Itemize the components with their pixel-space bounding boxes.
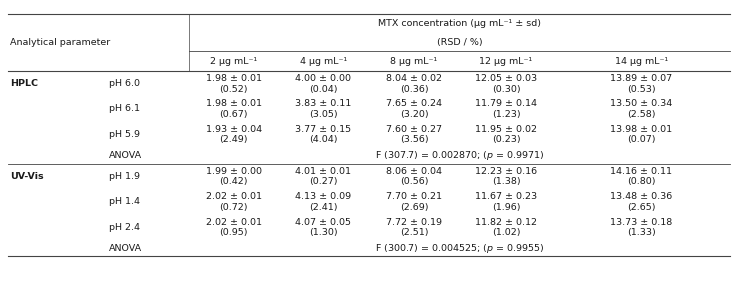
Text: 13.98 ± 0.01: 13.98 ± 0.01 [610,125,672,134]
Text: pH 6.0: pH 6.0 [109,79,140,88]
Text: 13.89 ± 0.07: 13.89 ± 0.07 [610,74,672,83]
Text: HPLC: HPLC [10,79,38,88]
Text: 13.48 ± 0.36: 13.48 ± 0.36 [610,192,672,201]
Text: 7.70 ± 0.21: 7.70 ± 0.21 [386,192,442,201]
Text: (0.30): (0.30) [492,85,520,94]
Text: (2.51): (2.51) [399,228,428,237]
Text: (0.52): (0.52) [220,85,248,94]
Text: 3.77 ± 0.15: 3.77 ± 0.15 [296,125,352,134]
Text: 8.04 ± 0.02: 8.04 ± 0.02 [386,74,442,83]
Text: 3.83 ± 0.11: 3.83 ± 0.11 [296,99,352,108]
Text: 2 μg mL⁻¹: 2 μg mL⁻¹ [210,57,257,66]
Text: 14 μg mL⁻¹: 14 μg mL⁻¹ [615,57,668,66]
Text: (2.41): (2.41) [309,203,338,212]
Text: (0.42): (0.42) [220,178,248,186]
Text: (2.49): (2.49) [220,136,248,144]
Text: 8.06 ± 0.04: 8.06 ± 0.04 [386,167,442,176]
Text: pH 2.4: pH 2.4 [109,223,140,232]
Text: 12 μg mL⁻¹: 12 μg mL⁻¹ [480,57,533,66]
Text: pH 1.9: pH 1.9 [109,172,140,181]
Text: 11.82 ± 0.12: 11.82 ± 0.12 [475,218,537,226]
Text: (3.56): (3.56) [399,136,428,144]
Text: UV-Vis: UV-Vis [10,172,44,181]
Text: (0.36): (0.36) [399,85,428,94]
Text: (3.20): (3.20) [399,110,428,119]
Text: (0.72): (0.72) [220,203,248,212]
Text: (3.05): (3.05) [309,110,338,119]
Text: 8 μg mL⁻¹: 8 μg mL⁻¹ [391,57,438,66]
Text: pH 6.1: pH 6.1 [109,104,140,113]
Text: 12.05 ± 0.03: 12.05 ± 0.03 [475,74,537,83]
Text: 1.93 ± 0.04: 1.93 ± 0.04 [206,125,262,134]
Text: 14.16 ± 0.11: 14.16 ± 0.11 [610,167,672,176]
Text: 13.50 ± 0.34: 13.50 ± 0.34 [610,99,672,108]
Text: 7.72 ± 0.19: 7.72 ± 0.19 [386,218,442,226]
Text: 1.98 ± 0.01: 1.98 ± 0.01 [206,74,262,83]
Text: pH 5.9: pH 5.9 [109,130,140,139]
Text: 7.60 ± 0.27: 7.60 ± 0.27 [386,125,442,134]
Text: pH 1.4: pH 1.4 [109,197,140,206]
Text: (2.58): (2.58) [627,110,655,119]
Text: (1.38): (1.38) [492,178,520,186]
Text: 12.23 ± 0.16: 12.23 ± 0.16 [475,167,537,176]
Text: 4.01 ± 0.01: 4.01 ± 0.01 [296,167,352,176]
Text: 7.65 ± 0.24: 7.65 ± 0.24 [386,99,442,108]
Text: 4 μg mL⁻¹: 4 μg mL⁻¹ [300,57,347,66]
Text: (0.27): (0.27) [309,178,338,186]
Text: (0.53): (0.53) [627,85,655,94]
Text: 2.02 ± 0.01: 2.02 ± 0.01 [206,192,262,201]
Text: 1.98 ± 0.01: 1.98 ± 0.01 [206,99,262,108]
Text: (0.07): (0.07) [627,136,655,144]
Text: F (307.7) = 0.002870; ($p$ = 0.9971): F (307.7) = 0.002870; ($p$ = 0.9971) [374,149,545,162]
Text: (0.67): (0.67) [220,110,248,119]
Text: (1.30): (1.30) [309,228,338,237]
Text: (1.96): (1.96) [492,203,520,212]
Text: (RSD / %): (RSD / %) [437,38,482,47]
Text: (0.56): (0.56) [399,178,428,186]
Text: ANOVA: ANOVA [109,244,142,253]
Text: (2.65): (2.65) [627,203,655,212]
Text: (1.23): (1.23) [492,110,520,119]
Text: 2.02 ± 0.01: 2.02 ± 0.01 [206,218,262,226]
Text: 11.79 ± 0.14: 11.79 ± 0.14 [475,99,537,108]
Text: (0.95): (0.95) [220,228,248,237]
Text: (4.04): (4.04) [309,136,338,144]
Text: 1.99 ± 0.00: 1.99 ± 0.00 [206,167,262,176]
Text: MTX concentration (μg mL⁻¹ ± sd): MTX concentration (μg mL⁻¹ ± sd) [378,19,541,28]
Text: 4.07 ± 0.05: 4.07 ± 0.05 [296,218,352,226]
Text: (0.23): (0.23) [492,136,520,144]
Text: 11.67 ± 0.23: 11.67 ± 0.23 [475,192,537,201]
Text: 4.00 ± 0.00: 4.00 ± 0.00 [296,74,352,83]
Text: (0.80): (0.80) [627,178,655,186]
Text: 4.13 ± 0.09: 4.13 ± 0.09 [296,192,352,201]
Text: 13.73 ± 0.18: 13.73 ± 0.18 [610,218,672,226]
Text: (1.02): (1.02) [492,228,520,237]
Text: (2.69): (2.69) [399,203,428,212]
Text: (0.04): (0.04) [309,85,338,94]
Text: 11.95 ± 0.02: 11.95 ± 0.02 [475,125,537,134]
Text: Analytical parameter: Analytical parameter [10,38,111,47]
Text: (1.33): (1.33) [626,228,655,237]
Text: ANOVA: ANOVA [109,151,142,160]
Text: F (300.7) = 0.004525; ($p$ = 0.9955): F (300.7) = 0.004525; ($p$ = 0.9955) [374,242,545,255]
